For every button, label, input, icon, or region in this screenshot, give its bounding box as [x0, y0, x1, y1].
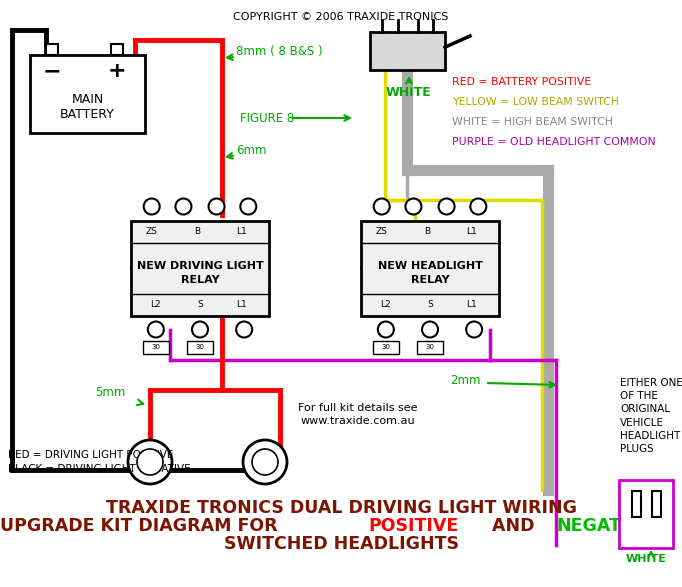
- Text: 8mm ( 8 B&S ): 8mm ( 8 B&S ): [236, 46, 323, 59]
- FancyBboxPatch shape: [417, 340, 443, 353]
- Circle shape: [236, 322, 252, 338]
- Text: MAIN
BATTERY: MAIN BATTERY: [60, 93, 115, 121]
- FancyBboxPatch shape: [131, 221, 269, 315]
- FancyBboxPatch shape: [361, 221, 499, 315]
- Text: WHITE: WHITE: [386, 86, 432, 99]
- Text: PURPLE = OLD HEADLIGHT COMMON: PURPLE = OLD HEADLIGHT COMMON: [452, 137, 656, 147]
- Text: L1: L1: [236, 227, 247, 236]
- Text: RED = BATTERY POSITIVE: RED = BATTERY POSITIVE: [452, 77, 591, 87]
- Text: 6mm: 6mm: [236, 143, 267, 157]
- Text: www.traxide.com.au: www.traxide.com.au: [301, 416, 415, 426]
- FancyBboxPatch shape: [373, 340, 399, 353]
- Text: 30: 30: [381, 344, 390, 350]
- Text: UPGRADE KIT DIAGRAM FOR: UPGRADE KIT DIAGRAM FOR: [0, 517, 284, 535]
- Circle shape: [422, 322, 438, 338]
- Text: S: S: [427, 300, 433, 309]
- Circle shape: [252, 449, 278, 475]
- Text: L2: L2: [381, 300, 391, 309]
- FancyBboxPatch shape: [370, 32, 445, 70]
- Circle shape: [137, 449, 163, 475]
- Text: L1: L1: [466, 227, 477, 236]
- Text: L1: L1: [236, 300, 247, 309]
- Text: NEGATIVE: NEGATIVE: [557, 517, 653, 535]
- Text: 30: 30: [151, 344, 160, 350]
- Circle shape: [192, 322, 208, 338]
- Text: B: B: [424, 227, 430, 236]
- Circle shape: [144, 198, 160, 214]
- Circle shape: [466, 322, 482, 338]
- Text: +: +: [108, 61, 126, 81]
- Text: SWITCHED HEADLIGHTS: SWITCHED HEADLIGHTS: [224, 535, 458, 553]
- Polygon shape: [361, 255, 375, 281]
- Text: TRAXIDE TRONICS DUAL DRIVING LIGHT WIRING: TRAXIDE TRONICS DUAL DRIVING LIGHT WIRIN…: [106, 499, 576, 517]
- Polygon shape: [485, 255, 499, 281]
- Text: 30: 30: [196, 344, 205, 350]
- Text: NEW DRIVING LIGHT: NEW DRIVING LIGHT: [136, 261, 263, 271]
- Text: ZS: ZS: [376, 227, 387, 236]
- Text: L2: L2: [151, 300, 161, 309]
- Circle shape: [405, 198, 421, 214]
- Circle shape: [374, 198, 389, 214]
- Circle shape: [175, 198, 192, 214]
- Text: 30: 30: [426, 344, 434, 350]
- Text: −: −: [43, 61, 61, 81]
- Text: YELLOW = LOW BEAM SWITCH: YELLOW = LOW BEAM SWITCH: [452, 97, 619, 107]
- Text: 2mm: 2mm: [450, 373, 481, 386]
- Circle shape: [439, 198, 455, 214]
- Text: S: S: [197, 300, 203, 309]
- Circle shape: [378, 322, 394, 338]
- Text: WHITE: WHITE: [625, 554, 666, 564]
- Text: COPYRIGHT © 2006 TRAXIDE TRONICS: COPYRIGHT © 2006 TRAXIDE TRONICS: [233, 12, 449, 22]
- FancyBboxPatch shape: [46, 44, 58, 55]
- Circle shape: [128, 440, 172, 484]
- Text: EITHER ONE
OF THE
ORIGINAL
VEHICLE
HEADLIGHT
PLUGS: EITHER ONE OF THE ORIGINAL VEHICLE HEADL…: [620, 378, 682, 454]
- FancyBboxPatch shape: [111, 44, 123, 55]
- Text: WHITE = HIGH BEAM SWITCH: WHITE = HIGH BEAM SWITCH: [452, 117, 613, 127]
- Text: BLACK = DRIVING LIGHT NEGATIVE: BLACK = DRIVING LIGHT NEGATIVE: [8, 464, 191, 474]
- Circle shape: [240, 198, 256, 214]
- Polygon shape: [131, 255, 145, 281]
- Circle shape: [471, 198, 486, 214]
- Text: FIGURE 8: FIGURE 8: [240, 112, 294, 124]
- Circle shape: [148, 322, 164, 338]
- Text: RELAY: RELAY: [411, 275, 449, 285]
- FancyBboxPatch shape: [652, 491, 661, 517]
- FancyBboxPatch shape: [30, 55, 145, 133]
- Circle shape: [243, 440, 287, 484]
- Polygon shape: [255, 255, 269, 281]
- Circle shape: [209, 198, 224, 214]
- Text: For full kit details see: For full kit details see: [298, 403, 418, 413]
- Text: AND: AND: [486, 517, 540, 535]
- Text: L1: L1: [466, 300, 477, 309]
- FancyBboxPatch shape: [143, 340, 169, 353]
- Text: 5mm: 5mm: [95, 386, 125, 400]
- FancyBboxPatch shape: [187, 340, 213, 353]
- Text: ZS: ZS: [146, 227, 158, 236]
- FancyBboxPatch shape: [632, 491, 641, 517]
- Text: B: B: [194, 227, 201, 236]
- Text: RED = DRIVING LIGHT POSITIVE: RED = DRIVING LIGHT POSITIVE: [8, 450, 173, 460]
- Text: NEW HEADLIGHT: NEW HEADLIGHT: [378, 261, 482, 271]
- Text: RELAY: RELAY: [181, 275, 220, 285]
- FancyBboxPatch shape: [619, 480, 673, 548]
- Text: POSITIVE: POSITIVE: [368, 517, 458, 535]
